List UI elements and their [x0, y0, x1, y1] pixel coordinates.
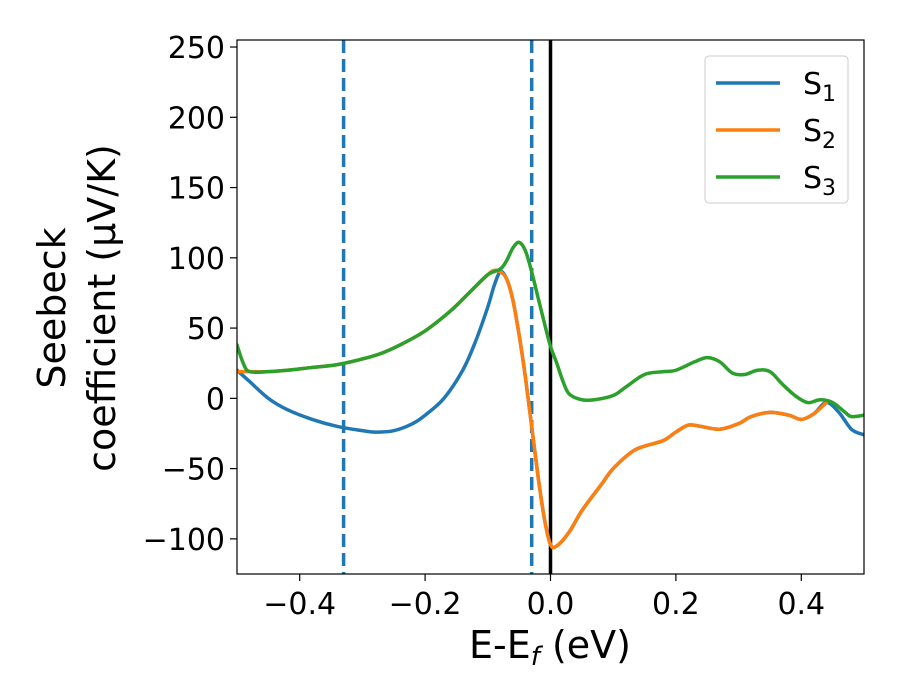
y-tick-label: 250 [168, 31, 225, 66]
y-axis-label-line1: Seebeck [30, 227, 74, 388]
y-tick-label: 50 [187, 312, 225, 347]
y-axis-label: Seebeck coefficient (μV/K) [30, 144, 124, 472]
y-tick-label: 0 [206, 382, 225, 417]
reference-lines [341, 40, 553, 574]
legend-label-s1: S1 [803, 67, 836, 107]
y-tick-label: 150 [168, 172, 225, 207]
y-axis-label-line2: coefficient (μV/K) [80, 144, 124, 472]
series-lines [237, 240, 864, 550]
y-axis-ticks: −100 −50 0 50 100 150 200 250 [143, 31, 237, 558]
x-tick-label: 0.0 [527, 587, 575, 622]
y-tick-label: 200 [168, 101, 225, 136]
y-tick-label: 100 [168, 242, 225, 277]
y-tick-label: −100 [143, 523, 225, 558]
legend: S1 S2 S3 [704, 55, 849, 204]
x-tick-label: −0.4 [263, 587, 336, 622]
x-axis-ticks: −0.4 −0.2 0.0 0.2 0.4 [263, 574, 825, 622]
x-axis-label: E-Ef (eV) [469, 623, 631, 672]
legend-label-s2: S2 [803, 114, 836, 154]
series-line-s3 [237, 240, 864, 419]
x-tick-label: −0.2 [389, 587, 462, 622]
legend-label-s3: S3 [803, 161, 836, 201]
x-tick-label: 0.4 [777, 587, 825, 622]
x-tick-label: 0.2 [652, 587, 700, 622]
y-tick-label: −50 [162, 453, 225, 488]
